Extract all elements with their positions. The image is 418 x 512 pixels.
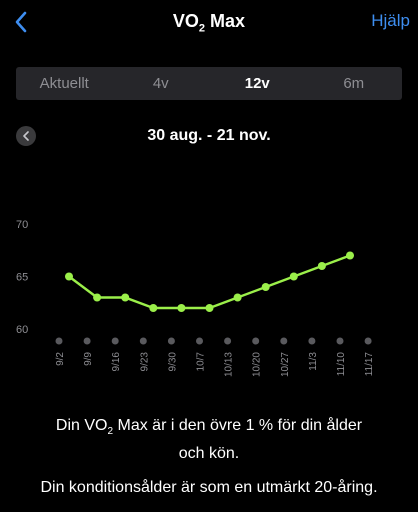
data-point[interactable]	[65, 272, 73, 281]
data-point[interactable]	[233, 293, 242, 302]
navigation-bar: VO2 Max Hjälp	[0, 0, 418, 46]
help-button[interactable]: Hjälp	[371, 11, 410, 30]
data-point[interactable]	[289, 272, 298, 281]
x-axis-dot	[280, 337, 288, 345]
assessment-subscript: 2	[107, 426, 114, 438]
page-title: VO2 Max	[0, 11, 418, 35]
title-suffix: Max	[205, 11, 246, 31]
vo2max-line-chart: 60 65 70 9/2 9/9 9/16 9/23 9/30 10/7 10/13 10/20 1…	[16, 219, 375, 377]
x-tick-label: 9/30	[167, 352, 178, 372]
x-tick-label: 9/2	[55, 352, 66, 366]
x-tick-label: 10/27	[280, 352, 291, 377]
x-axis-dot	[139, 337, 147, 345]
assessment-prefix: Din VO	[55, 417, 108, 434]
x-axis-dot	[83, 337, 91, 345]
x-axis-dot	[364, 337, 372, 345]
fitness-age-text: Din konditionsålder är som en utmärkt 20…	[40, 479, 378, 496]
data-point[interactable]	[317, 262, 326, 270]
data-point[interactable]	[121, 293, 130, 302]
data-point[interactable]	[149, 304, 158, 312]
data-point[interactable]	[205, 304, 214, 312]
tab-12-weeks[interactable]: 12v	[244, 75, 270, 92]
x-tick-label: 9/16	[111, 352, 122, 372]
x-axis-dot	[336, 337, 344, 345]
data-point[interactable]	[261, 283, 270, 291]
title-prefix: VO	[172, 11, 199, 31]
x-tick-label: 10/20	[252, 352, 263, 377]
date-range-label: 30 aug. - 21 nov.	[147, 127, 271, 144]
x-axis-dot	[224, 337, 232, 345]
title-subscript: 2	[198, 22, 206, 35]
x-tick-label: 9/9	[83, 352, 94, 366]
x-axis-dot	[252, 337, 260, 345]
tab-4-weeks[interactable]: 4v	[152, 75, 169, 92]
chevron-left-icon	[15, 11, 27, 33]
vo2max-assessment-text: Din VO2 Max är i den övre 1 % för din ål…	[20, 415, 398, 465]
y-tick-label: 65	[16, 272, 28, 284]
vo2max-series-line	[68, 254, 351, 310]
assessment-suffix: Max är i den övre 1 % för din ålder	[113, 417, 363, 434]
assessment-line-2: och kön.	[178, 445, 240, 463]
x-axis-dot	[308, 337, 316, 345]
x-tick-label: 10/13	[224, 352, 235, 377]
x-tick-label: 11/17	[364, 352, 375, 377]
tab-6-months[interactable]: 6m	[343, 75, 365, 92]
x-axis-dot	[55, 337, 63, 345]
x-tick-label: 10/7	[196, 352, 207, 372]
x-axis-dot	[111, 337, 119, 345]
y-tick-label: 60	[16, 324, 28, 336]
data-point[interactable]	[93, 293, 102, 302]
back-button[interactable]	[8, 6, 34, 38]
tab-current[interactable]: Aktuellt	[39, 75, 89, 92]
period-segmented-control: Aktuellt 4v 12v 6m	[16, 67, 402, 100]
previous-range-button[interactable]	[16, 126, 36, 146]
x-tick-label: 11/3	[308, 352, 319, 371]
x-axis-dot	[167, 337, 175, 345]
x-axis-dot	[196, 337, 203, 345]
data-point[interactable]	[346, 251, 354, 260]
chevron-left-icon	[23, 131, 29, 141]
y-tick-label: 70	[16, 219, 28, 231]
x-tick-label: 9/23	[139, 352, 150, 372]
x-tick-label: 11/10	[336, 352, 347, 377]
data-point[interactable]	[177, 304, 186, 312]
